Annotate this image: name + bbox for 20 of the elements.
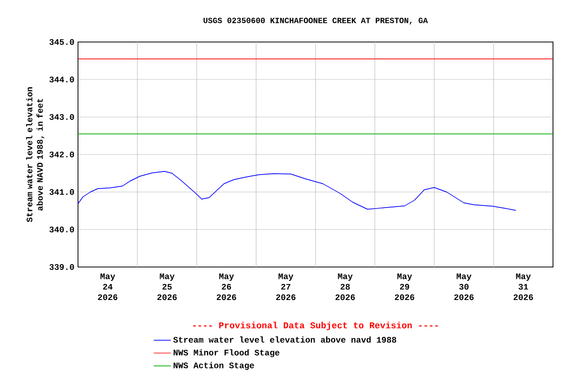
x-tick-label: May 28 2026 bbox=[336, 274, 355, 300]
y-tick-label: 340.0 bbox=[49, 226, 74, 232]
y-tick-label: 339.0 bbox=[49, 264, 74, 270]
legend-label: NWS Minor Flood Stage bbox=[174, 349, 280, 358]
legend-label: NWS Action Stage bbox=[174, 362, 254, 370]
x-tick-label: May 31 2026 bbox=[514, 274, 533, 300]
text: ---- Provisional Data Subject to Revision ---- bbox=[193, 322, 438, 330]
x-tick-label: May 30 2026 bbox=[454, 274, 474, 300]
legend-label: Stream water level elevation above navd 1988 bbox=[173, 336, 396, 343]
x-tick-label: May 26 2026 bbox=[216, 274, 236, 300]
y-tick-label: 344.0 bbox=[49, 76, 74, 82]
x-tick-label: May 25 2026 bbox=[157, 274, 177, 300]
y-axis-title: Stream water level elevation above NAVD 1988, in feet bbox=[26, 87, 44, 222]
x-tick-label: May 24 2026 bbox=[98, 274, 118, 300]
x-tick-label: May 27 2026 bbox=[276, 274, 296, 300]
y-tick-label: 345.0 bbox=[49, 39, 74, 45]
x-tick-label: May 29 2026 bbox=[394, 274, 414, 300]
y-tick-label: 343.0 bbox=[49, 114, 74, 120]
y-tick-label: 341.0 bbox=[49, 189, 74, 195]
y-tick-label: 342.0 bbox=[49, 152, 74, 158]
